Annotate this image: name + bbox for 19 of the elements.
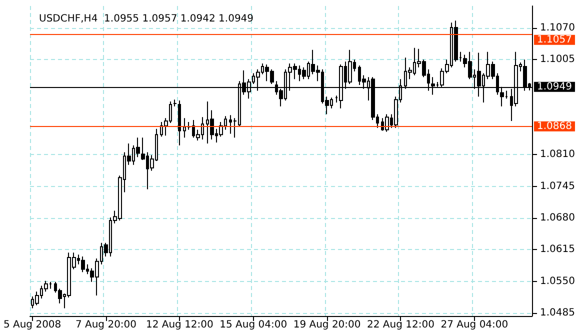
x-tick-label: 12 Aug 12:00 xyxy=(146,320,214,330)
y-tick-label: 1.0680 xyxy=(540,212,575,224)
y-tick-label: 1.1005 xyxy=(540,54,575,66)
x-tick-label: 7 Aug 20:00 xyxy=(75,320,137,330)
y-tick-label: 1.0615 xyxy=(540,244,575,256)
y-tick-label: 1.0810 xyxy=(540,149,575,160)
y-tick-label: 1.0550 xyxy=(540,276,575,287)
y-tick-label: 1.1070 xyxy=(540,22,575,34)
ref-line-label: 1.1057 xyxy=(537,34,572,46)
x-tick-label: 15 Aug 04:00 xyxy=(220,320,288,330)
ref-line-label: 1.0868 xyxy=(537,120,572,132)
y-tick-label: 1.0485 xyxy=(540,308,575,319)
text: USDCHF,H4 1.0955 1.0957 1.0942 1.0949 xyxy=(39,14,254,24)
x-tick-label: 22 Aug 12:00 xyxy=(367,320,434,330)
x-tick-label: 5 Aug 2008 xyxy=(3,320,62,330)
ref-line-label: 1.0949 xyxy=(537,81,572,92)
x-tick-label: 27 Aug 04:00 xyxy=(440,320,508,330)
x-tick-label: 19 Aug 20:00 xyxy=(293,320,361,330)
y-tick-label: 1.0745 xyxy=(540,180,575,192)
